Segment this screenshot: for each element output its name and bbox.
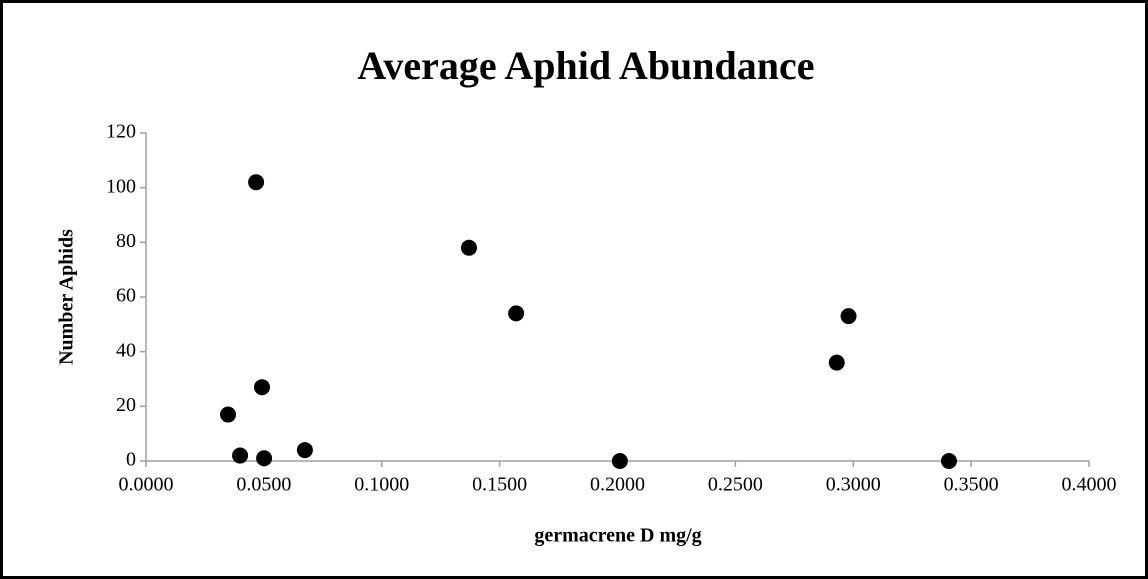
y-tick-label: 100 <box>106 175 136 197</box>
y-tick-label: 40 <box>116 339 136 361</box>
x-tick-label: 0.2000 <box>590 474 645 496</box>
x-tick-label: 0.4000 <box>1062 474 1117 496</box>
y-tick-label: 0 <box>126 449 136 471</box>
data-point <box>253 379 270 396</box>
data-point <box>840 308 857 325</box>
x-axis-label: germacrene D mg/g <box>534 525 701 547</box>
x-tick-label: 0.2500 <box>708 474 763 496</box>
y-axis-label: Number Aphids <box>56 229 78 365</box>
data-point <box>232 447 249 464</box>
x-tick-label: 0.0000 <box>119 474 174 496</box>
data-point <box>296 442 313 459</box>
x-tick-label: 0.0500 <box>236 474 291 496</box>
y-tick-label: 80 <box>116 230 136 252</box>
y-tick-label: 20 <box>116 394 136 416</box>
data-point <box>460 239 477 256</box>
x-tick-label: 0.3000 <box>826 474 881 496</box>
data-point <box>248 174 265 191</box>
data-point <box>220 406 237 423</box>
y-tick-label: 60 <box>116 285 136 307</box>
x-tick-label: 0.1000 <box>354 474 409 496</box>
x-tick-label: 0.3500 <box>944 474 999 496</box>
data-point <box>256 450 273 467</box>
y-tick-label: 120 <box>106 121 136 143</box>
data-point <box>828 354 845 371</box>
data-point <box>508 305 525 322</box>
chart-title: Average Aphid Abundance <box>357 43 814 88</box>
x-tick-label: 0.1500 <box>472 474 527 496</box>
data-point <box>611 453 628 469</box>
data-point <box>940 453 957 469</box>
